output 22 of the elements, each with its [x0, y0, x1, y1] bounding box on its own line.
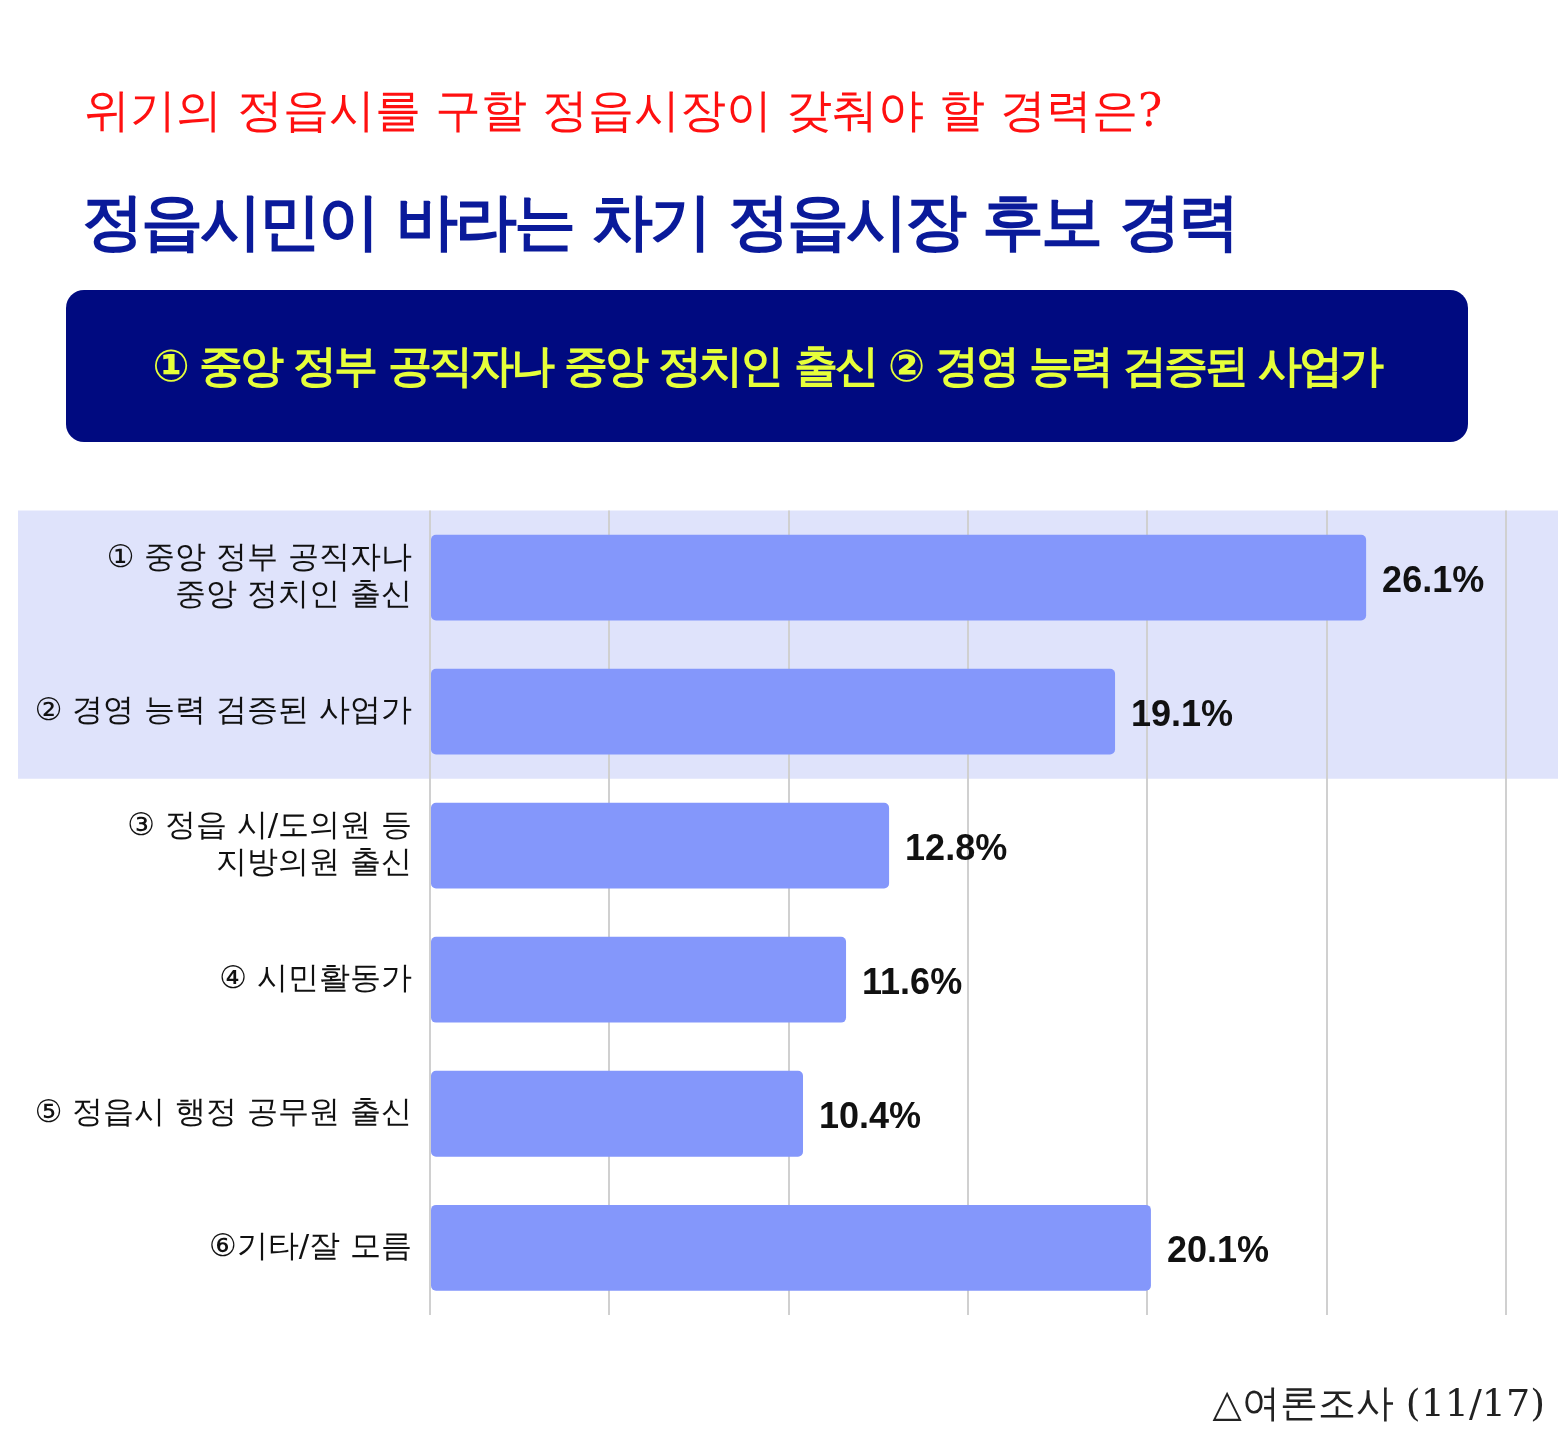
chart-title: 위기의 정읍시를 구할 정읍시장이 갖춰야 할 경력은? [84, 82, 1163, 139]
bar [431, 936, 847, 1023]
text: △여론조사 (11/17) [1212, 1380, 1545, 1427]
data-label: 20.1% [1166, 1228, 1269, 1270]
y-tick-label: ⑤ 정읍시 행정 공무원 출신 [34, 1092, 412, 1129]
data-label: 19.1% [1131, 692, 1234, 734]
y-tick-label: ③ 정읍 시/도의원 등 지방의원 출신 [127, 806, 412, 880]
y-tick-label: ⑥기타/잘 모름 [208, 1226, 412, 1263]
chart-subtitle: 정읍시민이 바라는 차기 정읍시장 후보 경력 [82, 184, 1237, 260]
data-label: 26.1% [1382, 558, 1485, 600]
bar [431, 802, 890, 889]
y-tick-label: ② 경영 능력 검증된 사업가 [34, 690, 412, 727]
bar [431, 668, 1116, 755]
y-tick-label: ④ 시민활동가 [219, 958, 412, 995]
y-tick-label: ① 중앙 정부 공직자나 중앙 정치인 출신 [106, 538, 412, 612]
bar [431, 534, 1367, 621]
data-label: 12.8% [905, 826, 1008, 868]
bar [431, 1204, 1151, 1291]
bar [431, 1070, 804, 1157]
data-label: 11.6% [862, 960, 963, 1002]
data-label: 10.4% [819, 1094, 922, 1136]
text: ① 중앙 정부 공직자나 중앙 정치인 출신 ② 경영 능력 검증된 사업가 [66, 290, 1468, 442]
